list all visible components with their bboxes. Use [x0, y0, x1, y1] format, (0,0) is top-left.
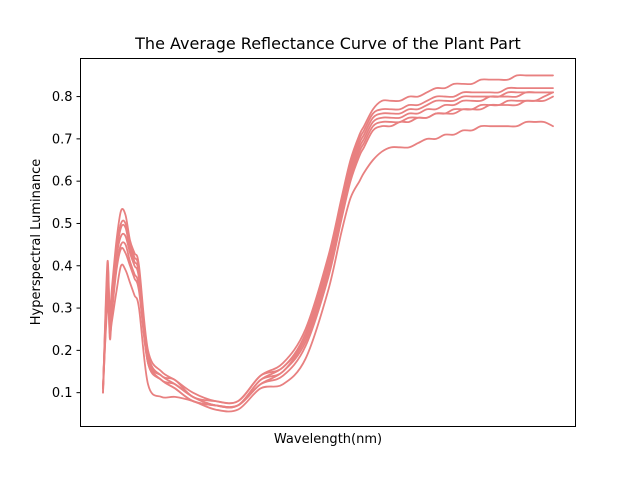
x-axis-label: Wavelength(nm) [274, 432, 382, 447]
series-line-2 [102, 86, 554, 405]
series-line-5 [102, 95, 554, 408]
series-line-4 [102, 91, 554, 409]
series-line-6 [102, 91, 554, 408]
y-tick-label: 0.1 [52, 386, 73, 401]
series-line-3 [102, 91, 554, 409]
series-lines [102, 74, 554, 413]
plot-frame [80, 58, 576, 427]
series-line-7 [102, 120, 554, 413]
series-line-1 [102, 74, 554, 405]
chart-title: The Average Reflectance Curve of the Pla… [134, 34, 521, 53]
y-tick-label: 0.6 [52, 175, 73, 190]
y-tick-label: 0.7 [52, 132, 73, 147]
y-tick-label: 0.4 [52, 259, 73, 274]
y-tick-label: 0.8 [52, 90, 73, 105]
y-tick-label: 0.5 [52, 217, 73, 232]
y-tick-label: 0.2 [52, 344, 73, 359]
y-axis-ticks: 0.1 0.2 0.3 0.4 0.5 0.6 0.7 0.8 [52, 90, 81, 401]
y-axis-label: Hyperspectral Luminance [29, 159, 44, 326]
y-tick-label: 0.3 [52, 302, 73, 317]
